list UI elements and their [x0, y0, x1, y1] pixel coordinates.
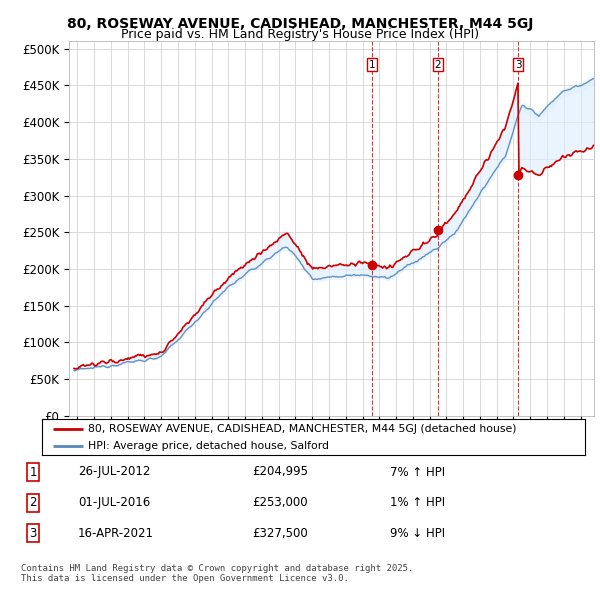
- Text: 2: 2: [434, 60, 442, 70]
- Text: 80, ROSEWAY AVENUE, CADISHEAD, MANCHESTER, M44 5GJ: 80, ROSEWAY AVENUE, CADISHEAD, MANCHESTE…: [67, 17, 533, 31]
- Text: £253,000: £253,000: [252, 496, 308, 509]
- Text: Contains HM Land Registry data © Crown copyright and database right 2025.
This d: Contains HM Land Registry data © Crown c…: [21, 563, 413, 583]
- Text: 2: 2: [29, 496, 37, 509]
- Text: 9% ↓ HPI: 9% ↓ HPI: [390, 527, 445, 540]
- Text: 3: 3: [515, 60, 521, 70]
- Text: 1: 1: [369, 60, 376, 70]
- Text: £204,995: £204,995: [252, 466, 308, 478]
- Text: 16-APR-2021: 16-APR-2021: [78, 527, 154, 540]
- Text: HPI: Average price, detached house, Salford: HPI: Average price, detached house, Salf…: [88, 441, 329, 451]
- Text: 01-JUL-2016: 01-JUL-2016: [78, 496, 150, 509]
- Text: 26-JUL-2012: 26-JUL-2012: [78, 466, 151, 478]
- Text: Price paid vs. HM Land Registry's House Price Index (HPI): Price paid vs. HM Land Registry's House …: [121, 28, 479, 41]
- Text: 3: 3: [29, 527, 37, 540]
- Text: 1% ↑ HPI: 1% ↑ HPI: [390, 496, 445, 509]
- Text: £327,500: £327,500: [252, 527, 308, 540]
- Text: 7% ↑ HPI: 7% ↑ HPI: [390, 466, 445, 478]
- Text: 1: 1: [29, 466, 37, 478]
- Text: 80, ROSEWAY AVENUE, CADISHEAD, MANCHESTER, M44 5GJ (detached house): 80, ROSEWAY AVENUE, CADISHEAD, MANCHESTE…: [88, 424, 517, 434]
